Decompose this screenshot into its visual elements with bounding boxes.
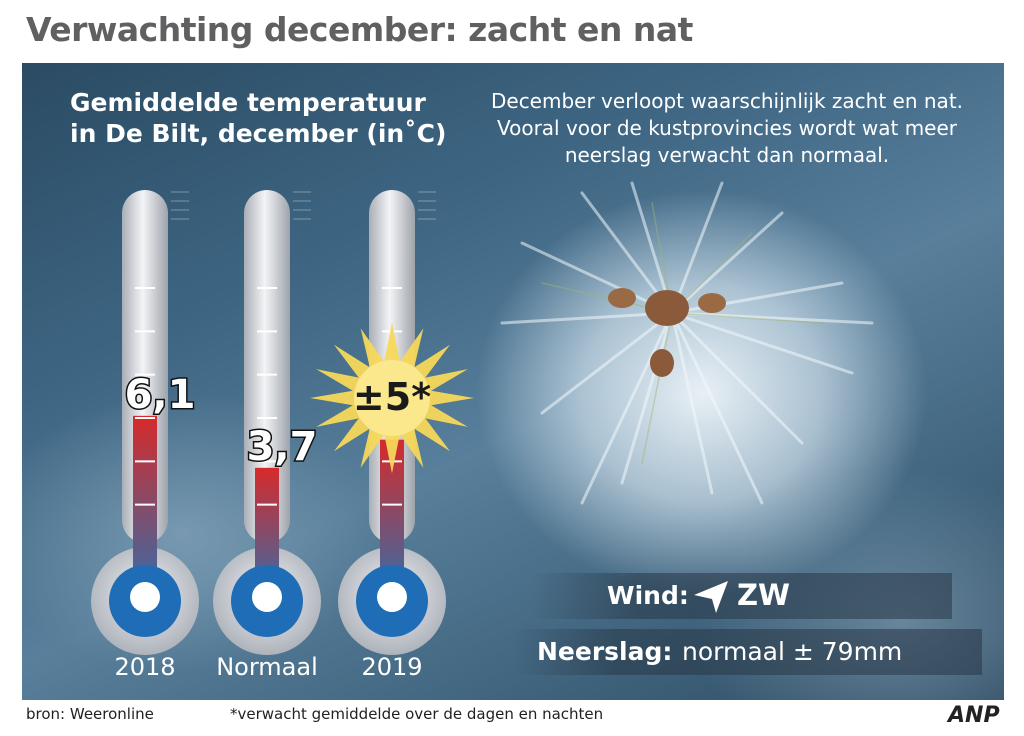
chart-title-line-1: Gemiddelde temperatuur: [70, 88, 426, 117]
value-label-1: 3,7: [247, 424, 318, 470]
precipitation-value: normaal ± 79mm: [682, 637, 903, 666]
category-label-0: 2018: [114, 653, 175, 681]
bulb-highlight: [252, 582, 282, 612]
page-title: Verwachting december: zacht en nat: [26, 10, 693, 49]
precipitation-label: Neerslag:: [537, 637, 673, 666]
description-text: December verloopt waarschijnlijk zacht e…: [490, 89, 964, 167]
bulb-highlight: [377, 582, 407, 612]
wind-label: Wind:: [607, 581, 689, 610]
anp-logo: ANP: [948, 703, 1000, 728]
wind-value: ZW: [737, 578, 791, 612]
value-label-0: 6,1: [125, 372, 196, 418]
pine-background-image: [500, 181, 874, 505]
thermometer-chart: 2018 Normaal 2019 6,1 3,7 ±5*: [91, 190, 474, 681]
footnote-text: *verwacht gemiddelde over de dagen en na…: [230, 705, 604, 723]
chart-title-line-2: in De Bilt, december (in˚C): [70, 119, 447, 148]
bulb-highlight: [130, 582, 160, 612]
precipitation-row: Neerslag: normaal ± 79mm: [512, 629, 982, 675]
sun-core: [354, 360, 430, 436]
wind-row: Wind: ZW: [532, 573, 952, 619]
category-label-2: 2019: [361, 653, 422, 681]
thermometer-tube: [244, 190, 290, 543]
source-text: bron: Weeronline: [26, 705, 154, 723]
value-label-2: ±5*: [353, 375, 431, 419]
wind-direction-arrow-icon: [694, 581, 728, 613]
category-label-1: Normaal: [216, 653, 318, 681]
infographic-panel: Gemiddelde temperatuur in De Bilt, decem…: [22, 63, 1004, 700]
chart-title: Gemiddelde temperatuur in De Bilt, decem…: [70, 87, 446, 149]
